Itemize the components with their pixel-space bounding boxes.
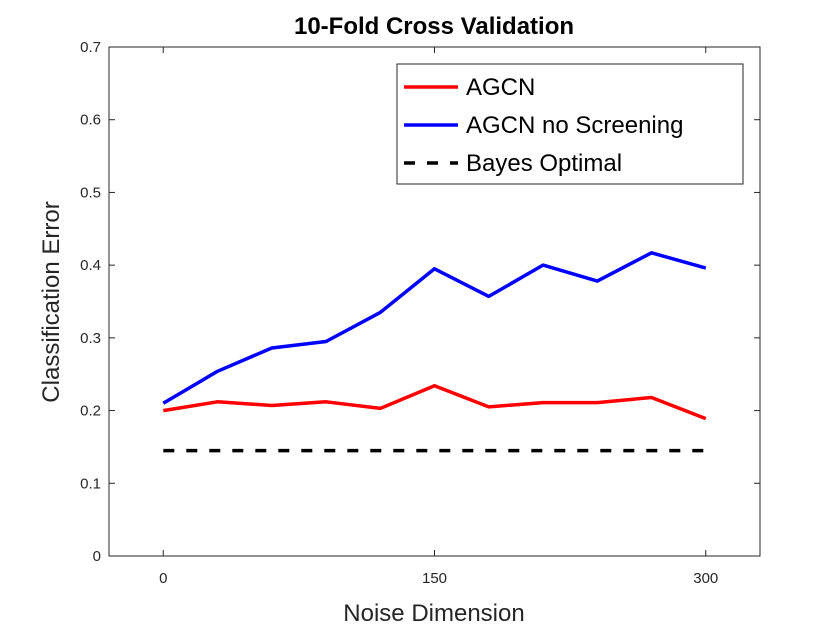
- x-tick-label: 0: [159, 570, 167, 587]
- y-tick-label: 0.7: [80, 39, 101, 56]
- x-axis-label: Noise Dimension: [343, 600, 524, 627]
- series-line-agcn: [163, 384, 707, 421]
- y-axis-label: Classification Error: [38, 201, 65, 402]
- series-line-agcn-no-screening: [162, 251, 707, 405]
- legend-label: Bayes Optimal: [466, 150, 622, 177]
- y-tick-label: 0.5: [80, 184, 101, 201]
- plot-area: 0 0.1 0.2 0.3 0.4 0.5 0.6 0.7 0 150 300: [80, 39, 761, 587]
- x-tick-label: 300: [693, 570, 718, 587]
- legend-label: AGCN: [466, 74, 535, 101]
- x-tick-label: 150: [422, 570, 447, 587]
- y-tick-label: 0.4: [80, 257, 101, 274]
- legend-label: AGCN no Screening: [466, 112, 683, 139]
- chart-title: 10-Fold Cross Validation: [294, 13, 574, 40]
- y-tick-label: 0.3: [80, 330, 101, 347]
- y-tick-label: 0: [93, 548, 101, 565]
- legend: AGCN AGCN no Screening Bayes Optimal: [396, 63, 744, 185]
- y-tick-label: 0.1: [80, 475, 101, 492]
- y-tick-label: 0.6: [80, 112, 101, 129]
- y-tick-label: 0.2: [80, 403, 101, 420]
